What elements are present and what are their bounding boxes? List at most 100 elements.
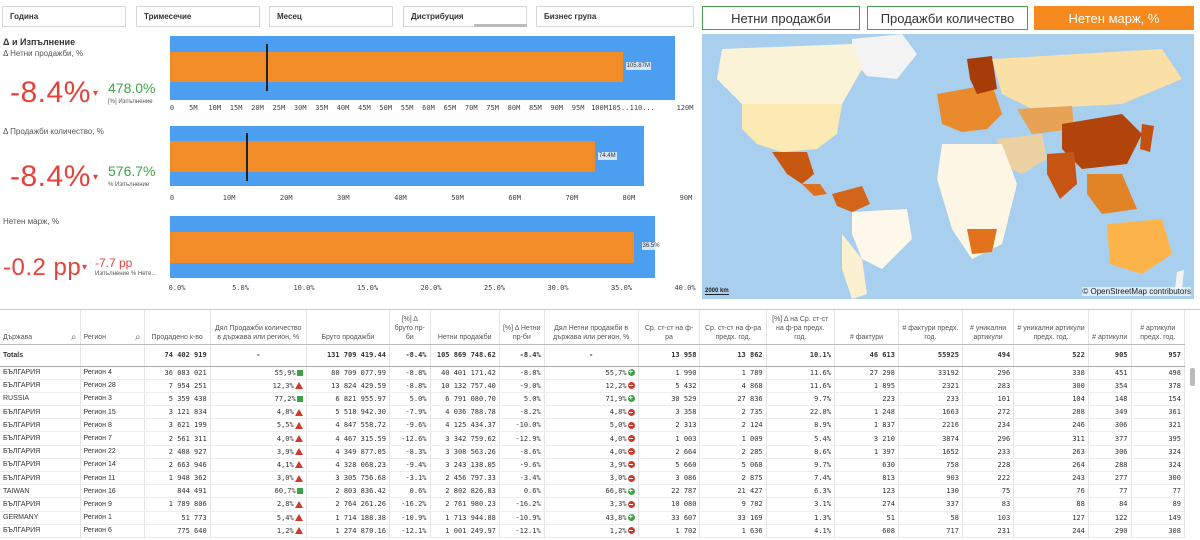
col-region[interactable]: Регион ⌕ [80, 310, 145, 345]
map-india [1047, 152, 1077, 199]
share-value: 4,1% [276, 460, 294, 469]
table-cell: -8.8% [499, 366, 545, 380]
table-cell: Регион 16 [80, 484, 145, 499]
table-cell: 0.6% [499, 484, 545, 499]
share-value: 5,5% [276, 421, 294, 430]
filter-business-group[interactable]: Бизнес група [536, 6, 694, 27]
axis-tick-label: 25M [272, 104, 286, 112]
table-cell: 10 132 757.40 [430, 379, 500, 393]
table-cell: 148 [1088, 392, 1132, 407]
table-cell: 5.0% [389, 392, 431, 407]
map-attribution[interactable]: © OpenStreetMap contributors [1082, 287, 1191, 296]
col-net-sales[interactable]: Нетни продажби [430, 310, 500, 345]
axis-tick-label: 35M [315, 104, 328, 112]
table-cell: 1 248 [834, 405, 899, 420]
col-avg-invoice-delta[interactable]: [%] Δ на Ср. ст-ст на ф-ра предх. год. [766, 310, 835, 345]
table-row[interactable]: БЪЛГАРИЯ Регион 6 775 640 1,2% 1 274 870.16-… [0, 524, 1186, 538]
table-cell: 2 313 [638, 418, 701, 433]
table-cell: 361 [1131, 405, 1186, 420]
measure-button-net-sales[interactable]: Нетни продажби [702, 6, 860, 30]
table-row[interactable]: TAIWAN Регион 16 844 491 60,7% 2 803 836.42 0… [0, 484, 1186, 499]
table-cell: 1,2% [544, 524, 639, 538]
table-cell: 4,8% [544, 405, 639, 420]
axis-tick-label: 85M [529, 104, 542, 112]
col-invoices[interactable]: # фактури [834, 310, 899, 345]
table-cell: 104 [1013, 392, 1089, 407]
table-scrollbar[interactable] [1190, 368, 1195, 386]
table-cell: 66,8% [544, 484, 639, 499]
table-cell: 1 948 362 [144, 471, 211, 486]
col-qty-share[interactable]: Дял Продажби количество в държава или ре… [210, 310, 307, 345]
axis-tick-label: 60M [422, 104, 435, 112]
col-items-py[interactable]: # артикули предх. год. [1131, 310, 1186, 345]
table-cell: 4,1% [210, 458, 307, 473]
totals-cell: 13 862 [699, 344, 767, 367]
measure-button-sales-qty[interactable]: Продажби количество [867, 6, 1028, 30]
table-cell: БЪЛГАРИЯ [0, 458, 81, 473]
table-cell: Регион 6 [80, 524, 145, 538]
table-cell: 1 636 [699, 524, 767, 538]
col-net-delta[interactable]: [%] Δ Нетни пр-би [499, 310, 545, 345]
minus-circle-icon [627, 435, 635, 443]
map-japan [1140, 124, 1154, 152]
col-items[interactable]: # артикули [1088, 310, 1132, 345]
table-row[interactable]: БЪЛГАРИЯ Регион 14 2 663 946 4,1% 4 328 068.… [0, 458, 1186, 473]
table-cell: 3 621 199 [144, 418, 211, 433]
table-row[interactable]: GERMANY Регион 1 51 773 5,4% 1 714 188.38 -10… [0, 511, 1186, 525]
table-cell: 498 [1131, 366, 1186, 380]
col-invoices-py[interactable]: # фактури предх. год. [898, 310, 963, 345]
filter-quarter[interactable]: Тримесечие [136, 6, 260, 27]
table-cell: 308 [1131, 524, 1186, 538]
col-avg-invoice-py[interactable]: Ср. ст-ст на ф-ра предх. год. [699, 310, 767, 345]
share-value: 1,2% [276, 526, 294, 535]
table-cell: -10.0% [499, 418, 545, 433]
col-unique-items-py[interactable]: # уникални артикули предх. год. [1013, 310, 1089, 345]
table-row[interactable]: БЪЛГАРИЯ Регион 4 36 083 021 55,9% 80 709 07… [0, 366, 1186, 380]
table-cell: 103 [962, 511, 1015, 525]
col-avg-invoice[interactable]: Ср. ст-ст на ф-ра [638, 310, 701, 345]
col-sold-qty[interactable]: Продадено к-во [144, 310, 211, 345]
col-net-share[interactable]: Дял Нетни продажби в държава или регион,… [544, 310, 639, 345]
axis-tick-label: 75M [486, 104, 499, 112]
map-usa [742, 104, 842, 152]
margin-bar [170, 232, 634, 263]
totals-cell: 10.1% [766, 344, 835, 367]
col-country[interactable]: Държава ⌕ [0, 310, 81, 345]
map-scale: 2000 km [705, 288, 729, 295]
table-cell: -9.0% [499, 379, 545, 393]
table-cell: 154 [1131, 392, 1186, 407]
world-map[interactable]: 2000 km © OpenStreetMap contributors [702, 34, 1194, 299]
search-icon[interactable]: ⌕ [70, 331, 77, 343]
search-icon[interactable]: ⌕ [134, 331, 141, 343]
table-row[interactable]: БЪЛГАРИЯ Регион 15 3 121 834 4,8% 5 518 942.… [0, 405, 1186, 420]
net-sales-subtitle: Δ Нетни продажби, % [3, 49, 84, 58]
minus-circle-icon [627, 527, 635, 535]
table-cell: 1 713 944.88 [430, 511, 500, 525]
filter-distribution[interactable]: Дистрибуция [403, 6, 527, 27]
table-cell: -8.8% [389, 366, 431, 380]
table-row[interactable]: БЪЛГАРИЯ Регион 28 7 954 251 12,3% 13 824 42… [0, 379, 1186, 393]
table-row[interactable]: БЪЛГАРИЯ Регион 22 2 488 927 3,9% 4 349 877.… [0, 445, 1186, 459]
table-cell: 7 954 251 [144, 379, 211, 393]
filter-year[interactable]: Година [2, 6, 126, 27]
col-gross-delta[interactable]: [%] Δ бруто пр-би [389, 310, 431, 345]
table-cell: 3874 [898, 431, 963, 446]
table-cell: -12.6% [389, 431, 431, 446]
table-row[interactable]: БЪЛГАРИЯ Регион 11 1 948 362 3,0% 3 305 756.… [0, 471, 1186, 486]
measure-button-net-margin[interactable]: Нетен марж, % [1034, 6, 1194, 30]
table-cell: 2 285 [699, 445, 767, 459]
axis-tick-label: 20M [279, 194, 293, 202]
table-cell: 6 791 080.70 [430, 392, 500, 407]
net-sales-trend-icon: ▾ [93, 88, 99, 99]
filter-month[interactable]: Месец [269, 6, 393, 27]
map-china [1062, 114, 1142, 169]
net-sales-bar-label: 105.87M [625, 62, 651, 70]
share-value: 4,0% [609, 447, 627, 456]
col-gross-sales[interactable]: Бруто продажби [306, 310, 390, 345]
table-cell: 6 821 955.97 [306, 392, 390, 407]
col-unique-items[interactable]: # уникални артикули [962, 310, 1015, 345]
